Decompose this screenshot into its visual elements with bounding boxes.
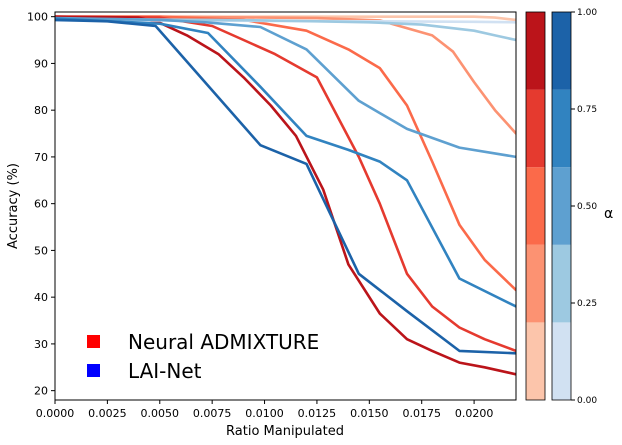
y-tick-label: 30 bbox=[34, 338, 48, 351]
colorbar-blue-segment bbox=[552, 167, 571, 245]
y-tick-label: 50 bbox=[34, 244, 48, 257]
colorbar-red-segment bbox=[526, 167, 545, 245]
colorbar-red-segment bbox=[526, 322, 545, 400]
colorbar-red-frame bbox=[525, 11, 546, 401]
series-line-neural-admixture-2 bbox=[55, 15, 516, 135]
x-tick-label: 0.0175 bbox=[402, 407, 441, 420]
series-layer bbox=[55, 15, 516, 376]
colorbar-tick-label: 0.00 bbox=[577, 396, 597, 406]
colorbar-tick-label: 1.00 bbox=[577, 8, 597, 18]
colorbar-tick-label: 0.75 bbox=[577, 105, 597, 115]
y-tick-label: 70 bbox=[34, 151, 48, 164]
x-tick-label: 0.0200 bbox=[455, 407, 494, 420]
y-tick-label: 60 bbox=[34, 198, 48, 211]
series-line-lainet-4 bbox=[55, 17, 516, 308]
y-tick-label: 80 bbox=[34, 104, 48, 117]
legend: Neural ADMIXTURE LAI-Net bbox=[87, 330, 319, 383]
legend-swatch bbox=[87, 335, 100, 348]
y-tick-label: 90 bbox=[34, 57, 48, 70]
colorbar-blue-segment bbox=[552, 322, 571, 400]
x-tick-label: 0.0150 bbox=[350, 407, 389, 420]
y-axis-label: Accuracy (%) bbox=[6, 163, 21, 249]
y-axis-ticks: 20 30 40 50 60 70 80 90 100 bbox=[27, 11, 55, 398]
x-axis-ticks: 0.0000 0.0025 0.0050 0.0075 0.0100 0.0125 0.01… bbox=[36, 400, 494, 420]
series-line-neural-admixture-4 bbox=[55, 15, 516, 353]
legend-label: LAI-Net bbox=[128, 359, 202, 383]
x-tick-label: 0.0075 bbox=[193, 407, 232, 420]
colorbar: 0.00 0.25 0.50 0.75 1.00 bbox=[525, 8, 597, 406]
colorbar-red-segment bbox=[526, 244, 545, 323]
colorbar-blue-segment bbox=[552, 89, 571, 168]
colorbar-tick-label: 0.25 bbox=[577, 299, 597, 309]
x-tick-label: 0.0125 bbox=[298, 407, 337, 420]
x-axis-label: Ratio Manipulated bbox=[226, 424, 344, 439]
series-line-neural-admixture-5 bbox=[55, 15, 516, 376]
x-tick-label: 0.0100 bbox=[245, 407, 284, 420]
series-line-neural-admixture-3 bbox=[55, 15, 516, 292]
y-tick-label: 100 bbox=[27, 11, 48, 24]
colorbar-blue-segment bbox=[552, 12, 571, 90]
colorbar-red-segment bbox=[526, 12, 545, 90]
colorbar-tick-label: 0.50 bbox=[577, 202, 597, 212]
y-tick-label: 40 bbox=[34, 291, 48, 304]
legend-label: Neural ADMIXTURE bbox=[128, 330, 319, 354]
legend-swatch bbox=[87, 364, 100, 377]
y-tick-label: 20 bbox=[34, 385, 48, 398]
colorbar-red-segment bbox=[526, 89, 545, 168]
x-tick-label: 0.0025 bbox=[88, 407, 127, 420]
x-tick-label: 0.0000 bbox=[36, 407, 75, 420]
series-line-lainet-3 bbox=[55, 16, 516, 159]
series-line-lainet-5 bbox=[55, 18, 516, 355]
plot-frame bbox=[54, 11, 517, 401]
series-line-lainet-2 bbox=[55, 17, 516, 42]
colorbar-blue-segment bbox=[552, 244, 571, 323]
colorbar-title: α bbox=[604, 206, 613, 222]
x-tick-label: 0.0050 bbox=[141, 407, 180, 420]
